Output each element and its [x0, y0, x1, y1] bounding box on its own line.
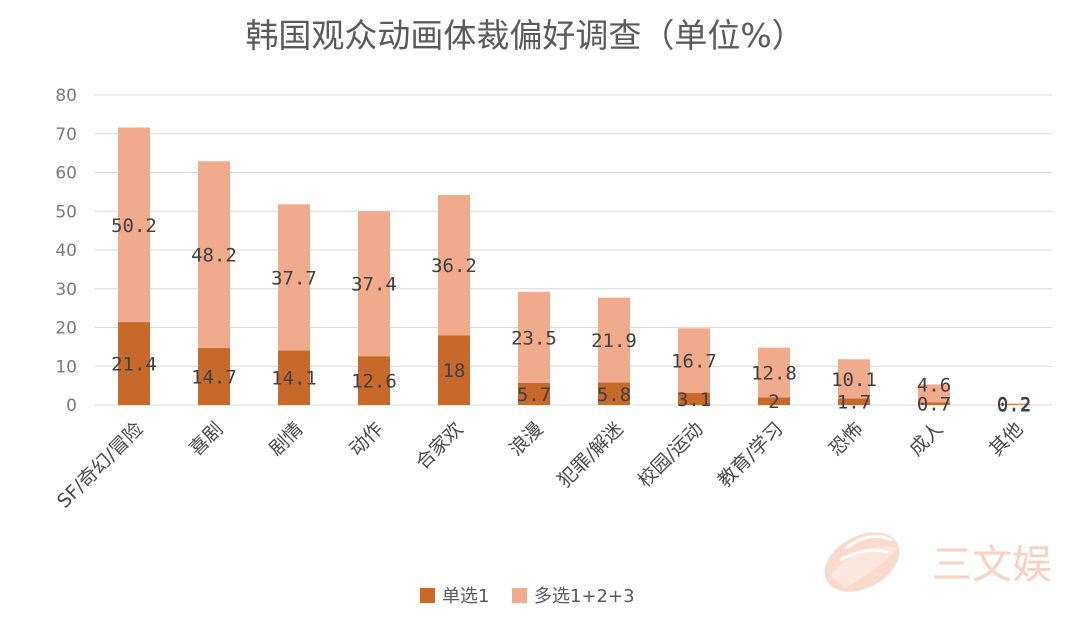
data-label-multi: 23.5	[511, 327, 557, 349]
y-axis-ticks: 0 10 20 30 40 50 60 70 80	[55, 86, 77, 416]
bar-single-choice	[758, 397, 790, 405]
x-tick-label: 浪漫	[505, 418, 547, 460]
watermark-text: 三文娱	[932, 542, 1052, 588]
bar-multi-choice	[358, 211, 390, 357]
bar-single-choice	[838, 398, 870, 405]
y-tick-label: 80	[55, 86, 77, 106]
legend-swatch-multi	[512, 588, 527, 603]
y-tick-label: 10	[55, 357, 77, 377]
data-label-multi: 21.9	[591, 330, 637, 352]
y-tick-label: 60	[55, 164, 77, 184]
y-tick-label: 20	[55, 319, 77, 339]
bar-multi-choice	[918, 384, 950, 403]
bar-single-choice	[678, 392, 710, 405]
x-tick-label: 教育/学习	[714, 418, 788, 492]
bar-single-choice	[918, 402, 950, 405]
data-label-multi: 10.1	[831, 369, 877, 391]
x-tick-label: 校园/运动	[634, 418, 708, 492]
data-label-multi: 50.2	[111, 215, 157, 237]
data-label-multi: 0.2	[997, 393, 1031, 415]
data-label-single: 14.1	[271, 368, 317, 390]
x-tick-label: 剧情	[265, 418, 307, 460]
bar-multi-choice	[998, 403, 1030, 405]
bar-multi-choice	[838, 359, 870, 399]
data-label-multi: 4.6	[917, 374, 951, 396]
y-tick-label: 50	[55, 202, 77, 222]
y-tick-label: 30	[55, 280, 77, 300]
data-label-multi: 37.7	[271, 267, 317, 289]
data-label-multi: 16.7	[671, 351, 717, 373]
data-label-multi: 36.2	[431, 255, 477, 277]
data-label-single: 5.8	[597, 384, 631, 406]
x-axis-ticks: SF/奇幻/冒险 喜剧 剧情 动作 合家欢 浪漫 犯罪/解迷 校园/运动 教育/学习 恐怖 成人 其他	[53, 418, 1028, 513]
x-tick-label: 恐怖	[825, 418, 867, 460]
data-label-single: 0.7	[917, 394, 951, 416]
bar-multi-choice	[758, 347, 790, 398]
gridlines	[95, 94, 1052, 406]
x-tick-label: 犯罪/解迷	[554, 418, 628, 492]
legend: 单选1 多选1+2+3	[420, 586, 635, 607]
bar-multi-choice	[438, 194, 470, 336]
data-label-single: 12.6	[351, 371, 397, 393]
x-tick-label: 合家欢	[412, 418, 468, 474]
data-label-multi: 12.8	[751, 362, 797, 384]
bar-multi-choice	[518, 291, 550, 383]
bars	[118, 127, 1030, 405]
legend-label-single: 单选1	[442, 586, 489, 607]
data-label-single: 0.2	[997, 395, 1031, 417]
legend-label-multi: 多选1+2+3	[534, 586, 635, 607]
bar-multi-choice	[118, 127, 150, 323]
bar-single-choice	[118, 322, 150, 405]
y-tick-label: 70	[55, 125, 77, 145]
data-label-single: 21.4	[111, 354, 157, 376]
bar-multi-choice	[598, 297, 630, 383]
bar-single-choice	[278, 350, 310, 405]
bar-single-choice	[358, 356, 390, 405]
data-label-multi: 48.2	[191, 245, 237, 267]
x-tick-label: 其他	[985, 418, 1027, 460]
x-tick-label: SF/奇幻/冒险	[53, 418, 148, 513]
data-label-single: 14.7	[191, 367, 237, 389]
data-label-single: 3.1	[677, 389, 711, 411]
data-labels: 21.4 50.2 14.7 48.2 14.1 37.7 12.6 37.4 18 36.2 5.…	[111, 215, 1031, 417]
x-tick-label: 动作	[345, 418, 387, 460]
y-tick-label: 0	[66, 396, 77, 416]
data-label-single: 18	[443, 360, 466, 382]
fish-logo-icon	[824, 532, 900, 592]
bar-single-choice	[518, 382, 550, 405]
watermark-logo: 三文娱	[824, 532, 1052, 592]
bar-single-choice	[198, 348, 230, 405]
bar-single-choice	[598, 382, 630, 405]
x-tick-label: 成人	[905, 418, 947, 460]
x-tick-label: 喜剧	[185, 418, 227, 460]
data-label-single: 2	[768, 391, 779, 413]
bar-single-choice	[438, 335, 470, 405]
legend-swatch-single	[420, 588, 435, 603]
bar-multi-choice	[198, 161, 230, 349]
data-label-single: 1.7	[837, 392, 871, 414]
bar-single-choice	[998, 404, 1030, 405]
data-label-single: 5.7	[517, 384, 551, 406]
data-label-multi: 37.4	[351, 274, 397, 296]
bar-multi-choice	[278, 204, 310, 351]
bar-multi-choice	[678, 328, 710, 393]
chart-title: 韩国观众动画体裁偏好调查（单位%）	[245, 16, 804, 55]
y-tick-label: 40	[55, 241, 77, 261]
